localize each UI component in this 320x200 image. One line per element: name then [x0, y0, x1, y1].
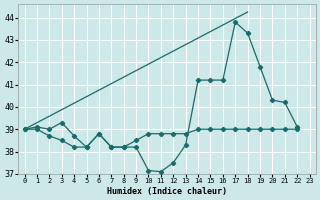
- X-axis label: Humidex (Indice chaleur): Humidex (Indice chaleur): [107, 187, 227, 196]
